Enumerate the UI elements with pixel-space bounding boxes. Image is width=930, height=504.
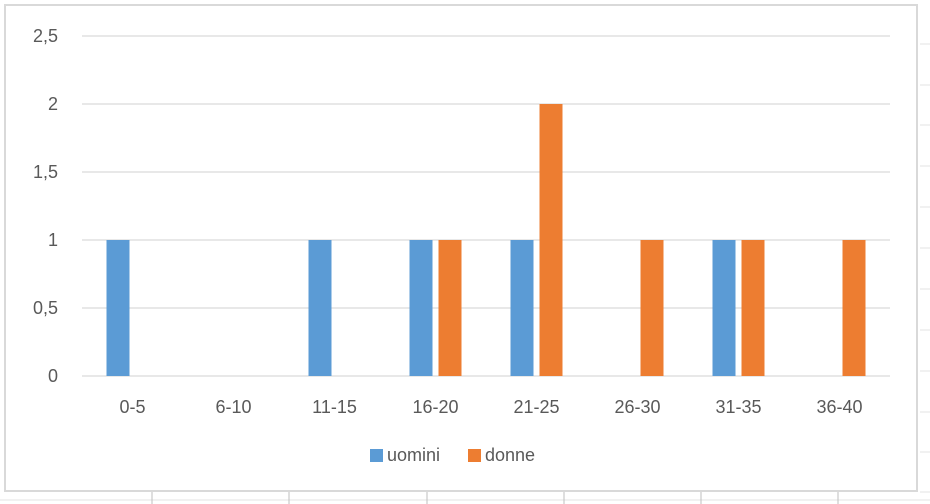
bar-uomini-31-35 [712,240,736,376]
y-axis-ticks: 0 0,5 1 1,5 2 2,5 [33,26,58,386]
bars [106,104,866,376]
y-tick-label: 1 [48,230,58,250]
bar-donne-36-40 [842,240,866,376]
bar-uomini-11-15 [308,240,332,376]
bar-uomini-0-5 [106,240,130,376]
x-tick-label: 36-40 [816,397,862,417]
bar-uomini-16-20 [409,240,433,376]
y-tick-label: 1,5 [33,162,58,182]
bar-donne-31-35 [741,240,765,376]
x-tick-label: 11-15 [312,397,357,417]
x-tick-label: 26-30 [614,397,660,417]
y-tick-label: 0,5 [33,298,58,318]
legend-label-donne: donne [485,445,535,465]
bar-donne-26-30 [640,240,664,376]
x-tick-label: 21-25 [513,397,559,417]
y-tick-label: 0 [48,366,58,386]
y-tick-label: 2 [48,94,58,114]
bar-uomini-21-25 [510,240,534,376]
y-tick-label: 2,5 [33,26,58,46]
x-axis-ticks: 0-5 6-10 11-15 16-20 21-25 26-30 31-35 36-40 [119,397,862,417]
page-edge-lines [0,43,930,504]
bar-donne-21-25 [539,104,563,376]
x-tick-label: 31-35 [715,397,761,417]
legend: uomini donne [370,445,535,465]
gridlines [82,35,890,377]
bar-donne-16-20 [438,240,462,376]
x-tick-label: 0-5 [119,397,145,417]
legend-swatch-uomini [370,449,383,462]
x-tick-label: 16-20 [412,397,458,417]
legend-label-uomini: uomini [387,445,440,465]
x-tick-label: 6-10 [215,397,251,417]
legend-swatch-donne [468,449,481,462]
